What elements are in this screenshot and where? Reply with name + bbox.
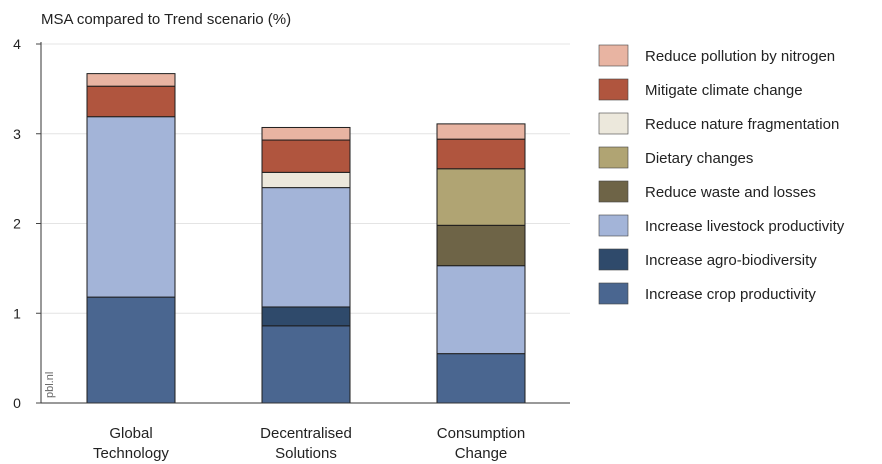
y-tick-label: 3 <box>13 126 21 142</box>
bar-segment-3-8 <box>436 123 526 140</box>
bar-segment-1-1 <box>86 296 176 404</box>
legend-swatch <box>598 282 629 305</box>
bar-segment-2-8 <box>261 126 351 141</box>
legend-label: Reduce pollution by nitrogen <box>645 48 835 65</box>
category-label: Solutions <box>275 445 337 462</box>
bar-segment-1-7 <box>86 85 176 118</box>
bar-segment-3-7 <box>436 138 526 170</box>
bar-segment-2-1 <box>261 325 351 404</box>
bar-segment-1-8 <box>86 73 176 87</box>
legend-label: Increase agro-biodiversity <box>645 252 817 269</box>
legend-label: Increase livestock productivity <box>645 218 845 235</box>
bar-segment-3-3 <box>436 265 526 355</box>
category-label: Consumption <box>437 425 525 442</box>
y-tick-label: 1 <box>13 305 21 321</box>
y-tick-label: 2 <box>13 216 21 232</box>
legend-item: Increase crop productivity <box>598 282 816 305</box>
legend-label: Mitigate climate change <box>645 82 803 99</box>
legend-swatch <box>598 214 629 237</box>
watermark: pbl.nl <box>44 372 56 398</box>
legend-swatch <box>598 44 629 67</box>
y-axis-title: MSA compared to Trend scenario (%) <box>41 11 291 28</box>
bar-segment-2-7 <box>261 139 351 173</box>
legend-item: Reduce pollution by nitrogen <box>598 44 835 67</box>
bar-segment-1-3 <box>86 116 176 298</box>
bar-segment-3-4 <box>436 224 526 267</box>
category-label: Change <box>455 445 508 462</box>
legend-item: Increase agro-biodiversity <box>598 248 817 271</box>
legend-item: Dietary changes <box>598 146 753 169</box>
legend-swatch <box>598 112 629 135</box>
category-label: Decentralised <box>260 425 352 442</box>
legend-swatch <box>598 248 629 271</box>
axes <box>40 42 570 404</box>
x-categories: Global Technology Decentralised Solutions Co… <box>93 425 525 462</box>
legend-label: Dietary changes <box>645 150 753 167</box>
legend-label: Reduce waste and losses <box>645 184 816 201</box>
legend-swatch <box>598 146 629 169</box>
y-tick-label: 0 <box>13 395 21 411</box>
bar-segment-2-6 <box>261 171 351 189</box>
legend-item: Increase livestock productivity <box>598 214 845 237</box>
legend-item: Mitigate climate change <box>598 78 803 101</box>
legend-item: Reduce waste and losses <box>598 180 816 203</box>
category-label: Global <box>109 425 152 442</box>
legend-swatch <box>598 78 629 101</box>
bar-segment-3-5 <box>436 168 526 226</box>
y-ticks: 0 1 2 3 4 <box>13 36 41 411</box>
legend: Reduce pollution by nitrogen Mitigate cli… <box>598 44 845 305</box>
bars <box>86 73 526 404</box>
category-label: Technology <box>93 445 169 462</box>
legend-item: Reduce nature fragmentation <box>598 112 839 135</box>
y-tick-label: 4 <box>13 36 21 52</box>
bar-segment-2-3 <box>261 187 351 308</box>
bar-segment-2-2 <box>261 306 351 327</box>
legend-swatch <box>598 180 629 203</box>
legend-label: Increase crop productivity <box>645 286 816 303</box>
bar-segment-3-1 <box>436 353 526 404</box>
legend-label: Reduce nature fragmentation <box>645 116 839 133</box>
